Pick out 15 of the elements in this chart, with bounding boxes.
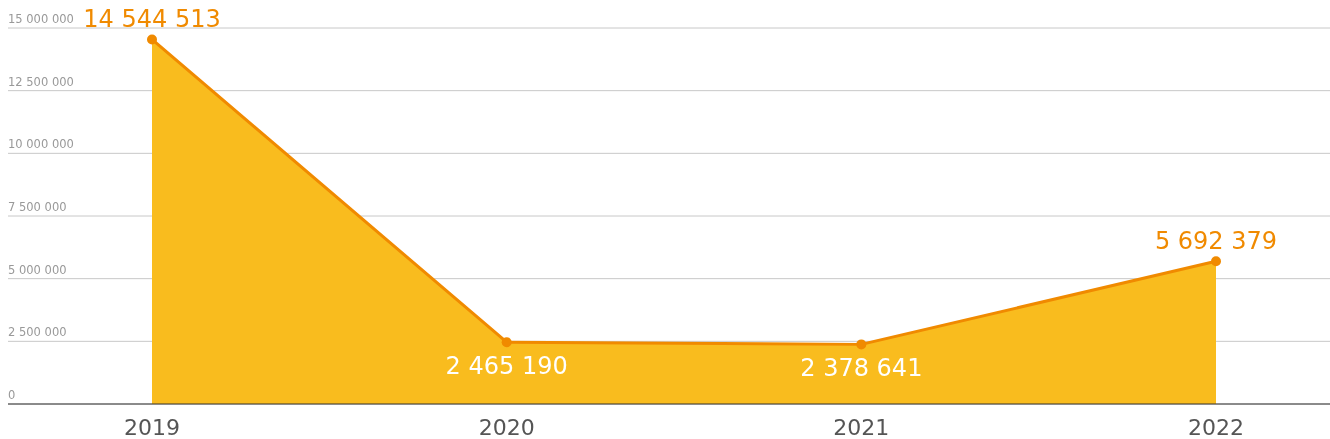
x-tick-label: 2019	[124, 415, 180, 439]
y-tick-label: 12 500 000	[8, 74, 74, 89]
data-label: 14 544 513	[83, 5, 221, 34]
data-label: 2 465 190	[445, 352, 568, 381]
data-label: 2 378 641	[800, 354, 923, 383]
y-tick-label: 0	[8, 388, 16, 402]
x-tick-label: 2020	[478, 415, 535, 439]
y-tick-label: 2 500 000	[8, 325, 67, 340]
data-label: 5 692 379	[1154, 227, 1278, 256]
y-tick-label: 7 500 000	[8, 200, 67, 214]
x-tick-label: 2021	[833, 415, 890, 439]
y-tick-label: 5 000 000	[8, 262, 67, 277]
y-tick-label: 10 000 000	[8, 137, 74, 152]
x-tick-label: 2022	[1188, 415, 1244, 439]
y-tick-label: 15 000 000	[8, 12, 74, 26]
